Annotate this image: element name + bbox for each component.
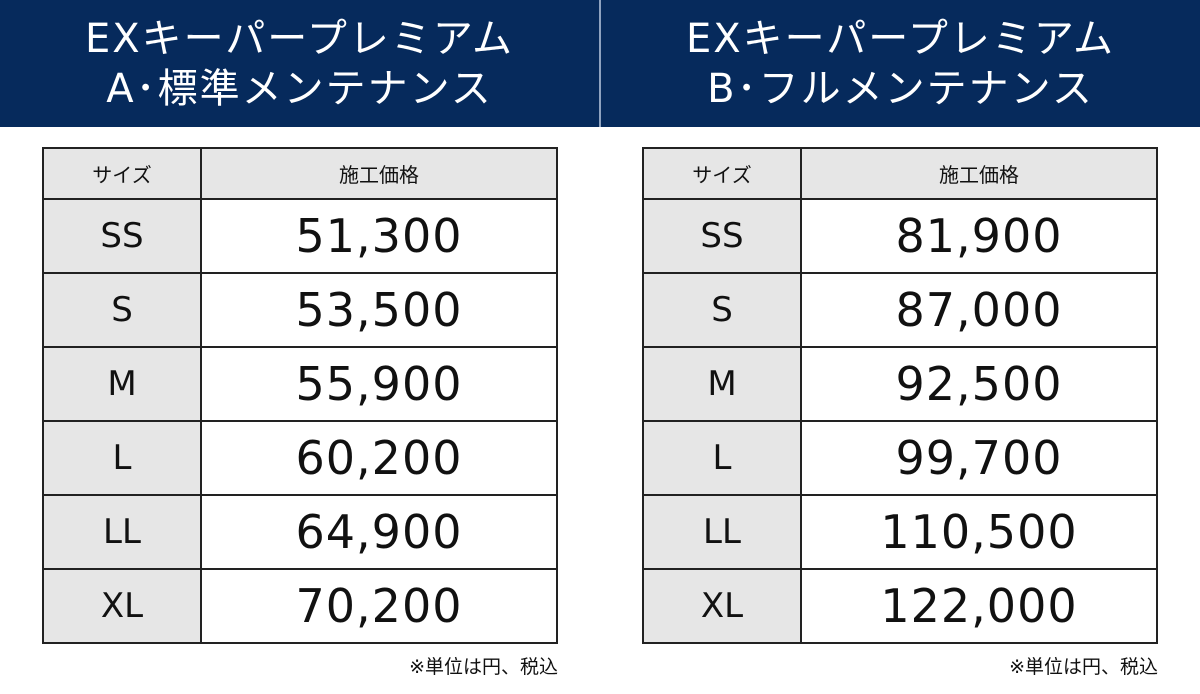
size-header: サイズ — [42, 147, 202, 200]
price-cell: 70,200 — [200, 568, 558, 644]
plan-title-line1: EXキーパープレミアム — [84, 15, 515, 62]
table-header: サイズ 施工価格 — [42, 147, 558, 200]
table-row: LL 64,900 — [42, 494, 558, 570]
size-cell: SS — [642, 198, 802, 274]
plan-title-line1: EXキーパープレミアム — [685, 15, 1116, 62]
plan-b-note: ※単位は円、税込 — [1009, 656, 1158, 678]
table-row: M 92,500 — [642, 346, 1158, 422]
table-row: M 55,900 — [42, 346, 558, 422]
table-row: XL 122,000 — [642, 568, 1158, 644]
price-header: 施工価格 — [200, 147, 558, 200]
plan-title-line2: B･フルメンテナンス — [707, 65, 1094, 112]
table-header: サイズ 施工価格 — [642, 147, 1158, 200]
table-row: LL 110,500 — [642, 494, 1158, 570]
size-header: サイズ — [642, 147, 802, 200]
table-row: L 99,700 — [642, 420, 1158, 496]
size-cell: L — [642, 420, 802, 496]
divider — [599, 0, 601, 127]
price-cell: 60,200 — [200, 420, 558, 496]
size-cell: L — [42, 420, 202, 496]
size-cell: S — [642, 272, 802, 348]
price-cell: 110,500 — [800, 494, 1158, 570]
size-cell: M — [42, 346, 202, 422]
table-row: S 87,000 — [642, 272, 1158, 348]
plan-title-line2: A･標準メンテナンス — [106, 65, 493, 112]
size-cell: M — [642, 346, 802, 422]
price-cell: 53,500 — [200, 272, 558, 348]
price-cell: 92,500 — [800, 346, 1158, 422]
price-cell: 87,000 — [800, 272, 1158, 348]
size-cell: LL — [642, 494, 802, 570]
size-cell: XL — [642, 568, 802, 644]
plan-a-note: ※単位は円、税込 — [409, 656, 558, 678]
price-cell: 81,900 — [800, 198, 1158, 274]
plan-b-price-table: サイズ 施工価格 SS 81,900 S 87,000 M 92,500 L 99,700 LL 11… — [642, 147, 1158, 644]
plan-b-title: EXキーパープレミアム B･フルメンテナンス — [601, 0, 1200, 127]
table-row: XL 70,200 — [42, 568, 558, 644]
price-cell: 55,900 — [200, 346, 558, 422]
price-header: 施工価格 — [800, 147, 1158, 200]
price-cell: 64,900 — [200, 494, 558, 570]
table-row: SS 51,300 — [42, 198, 558, 274]
plan-a-price-table: サイズ 施工価格 SS 51,300 S 53,500 M 55,900 L 60,200 LL 64… — [42, 147, 558, 644]
size-cell: LL — [42, 494, 202, 570]
price-cell: 99,700 — [800, 420, 1158, 496]
table-row: S 53,500 — [42, 272, 558, 348]
price-cell: 122,000 — [800, 568, 1158, 644]
table-row: SS 81,900 — [642, 198, 1158, 274]
size-cell: S — [42, 272, 202, 348]
plan-a-title: EXキーパープレミアム A･標準メンテナンス — [0, 0, 599, 127]
size-cell: XL — [42, 568, 202, 644]
size-cell: SS — [42, 198, 202, 274]
table-row: L 60,200 — [42, 420, 558, 496]
price-cell: 51,300 — [200, 198, 558, 274]
